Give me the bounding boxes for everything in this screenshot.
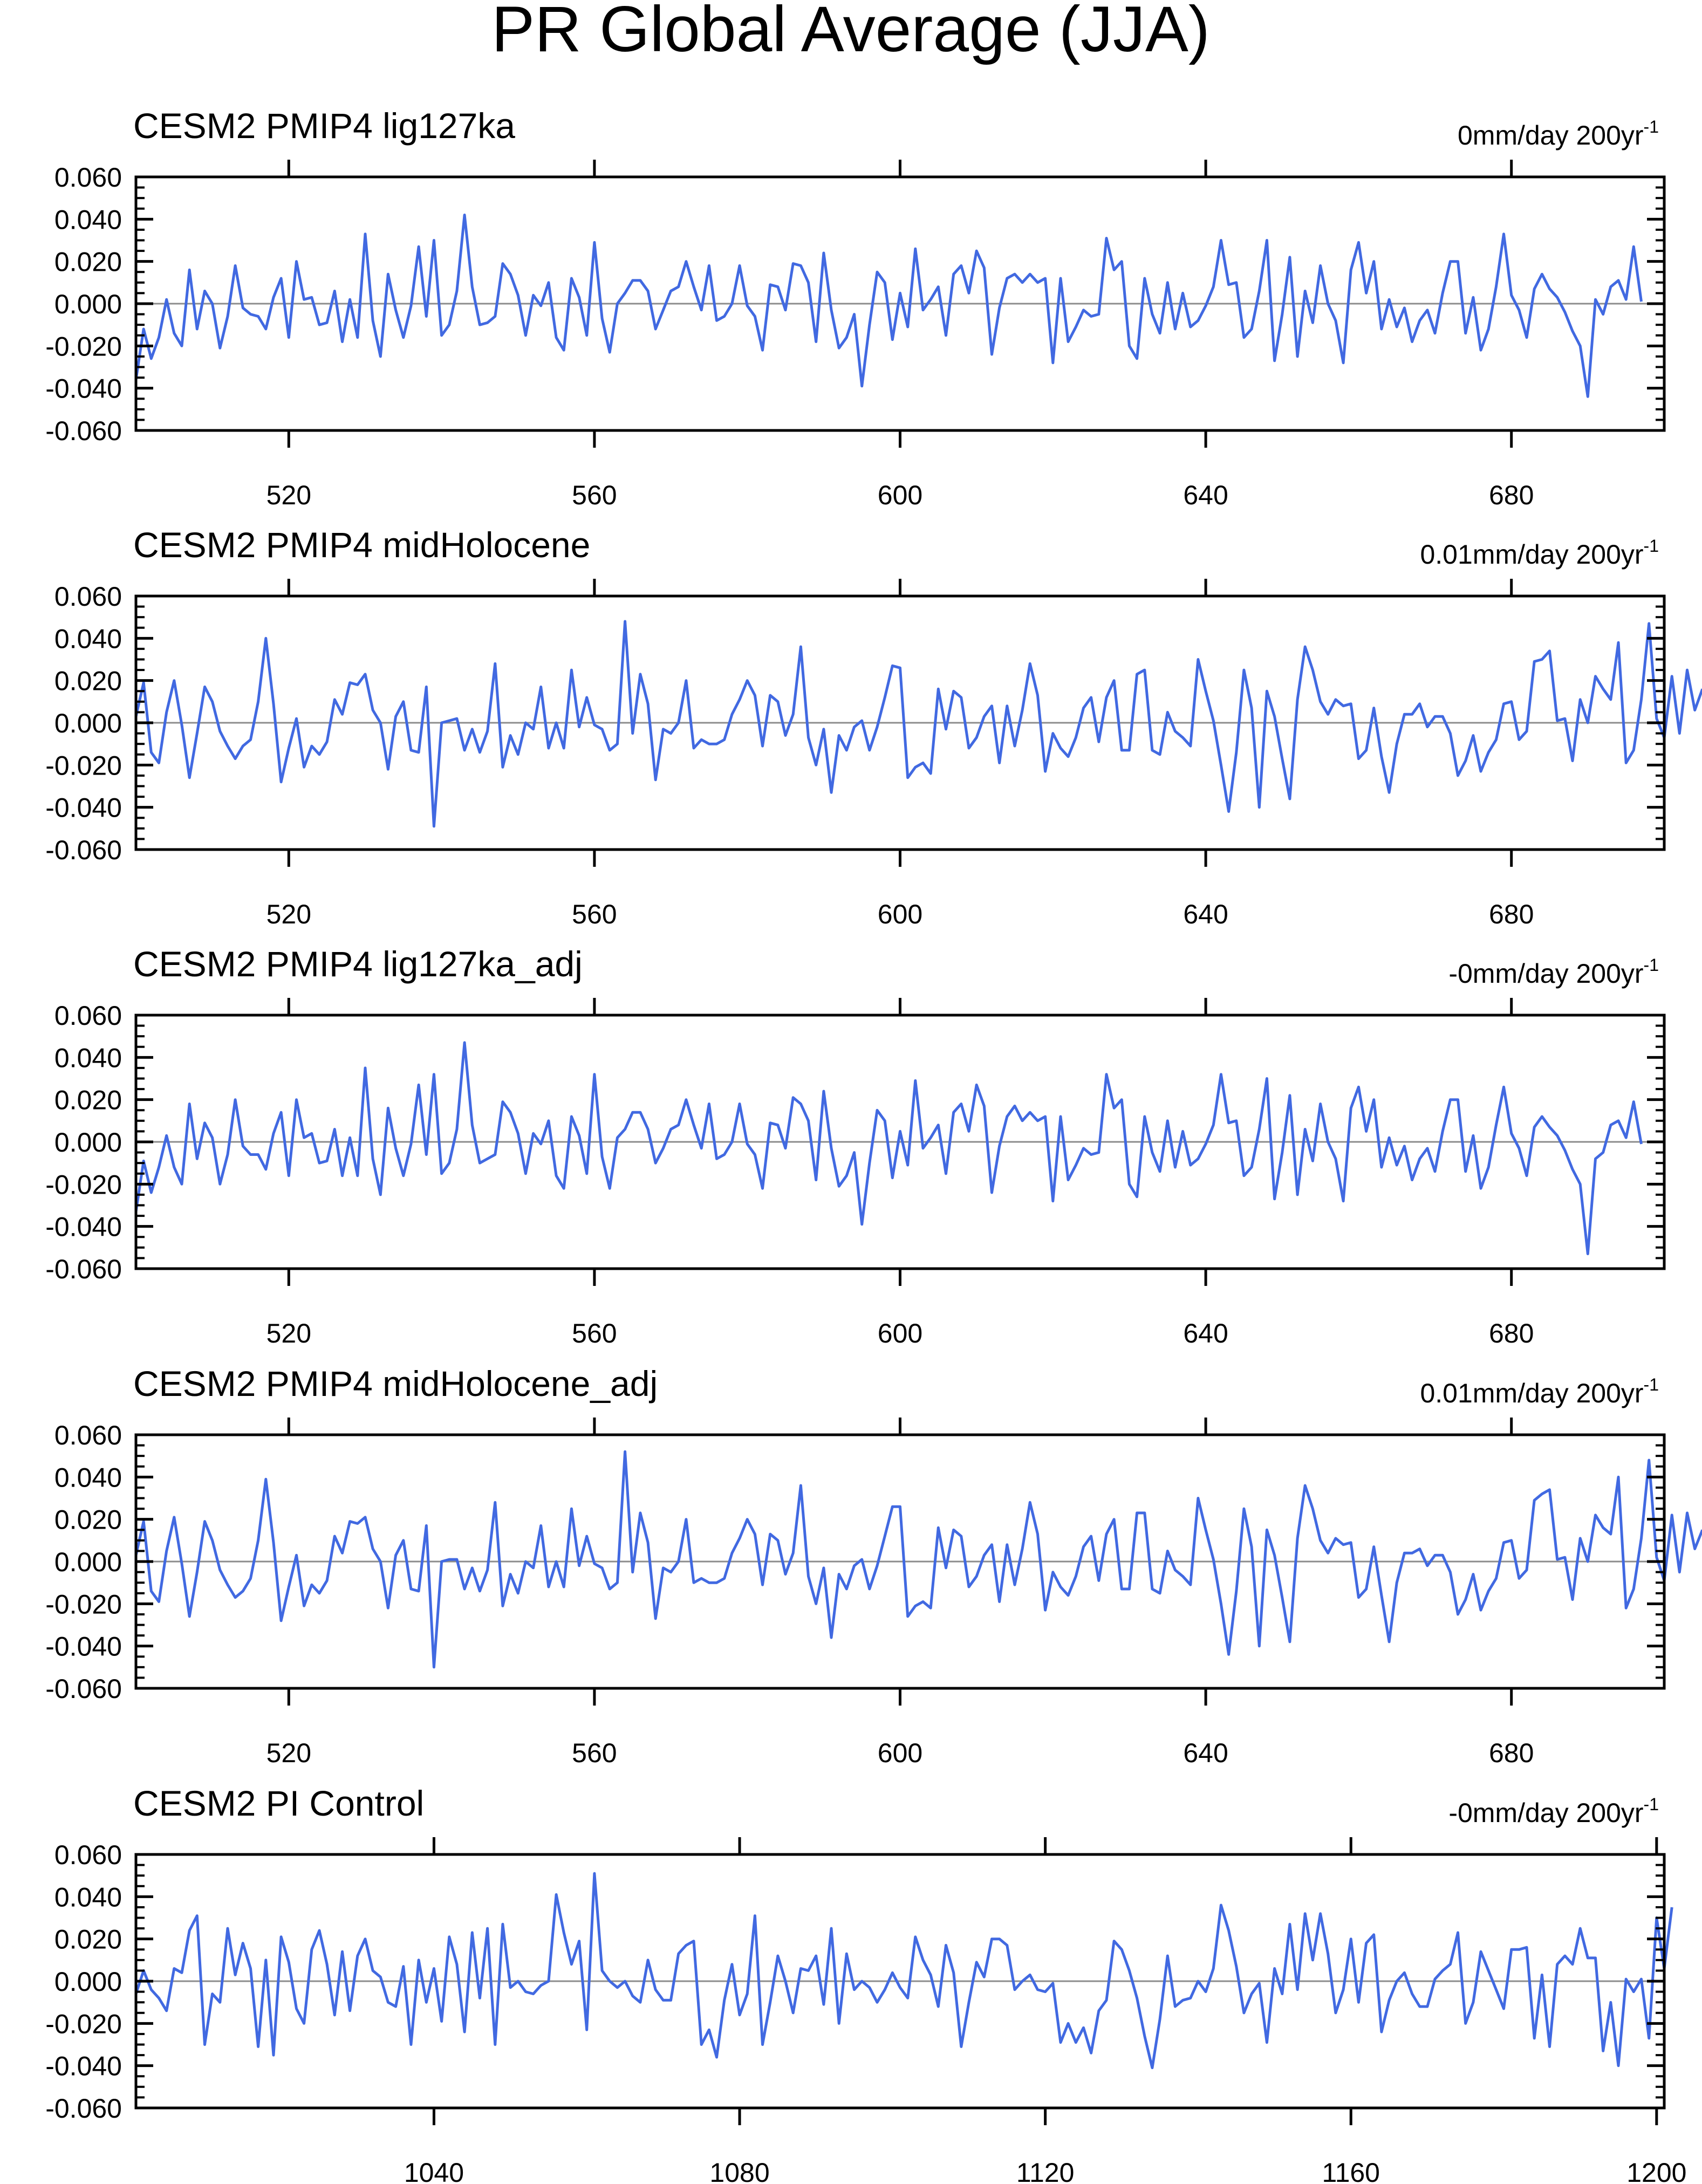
- y-tick-label: 0.040: [54, 1462, 122, 1492]
- panels: CESM2 PMIP4 lig127ka 0mm/day 200yr-10.060…: [45, 106, 1702, 2184]
- panel-title: CESM2 PMIP4 midHolocene: [133, 525, 590, 565]
- x-tick-label: 680: [1489, 1318, 1534, 1348]
- y-tick-label: -0.060: [45, 416, 122, 446]
- x-tick-label: 680: [1489, 899, 1534, 929]
- series-line: [134, 1450, 1702, 1669]
- x-tick-label: 520: [266, 480, 311, 510]
- y-tick-label: 0.060: [54, 1001, 122, 1031]
- y-tick-label: -0.060: [45, 1254, 122, 1284]
- x-tick-label: 600: [878, 480, 922, 510]
- y-tick-label: 0.040: [54, 204, 122, 235]
- y-tick-label: 0.040: [54, 624, 122, 654]
- trend-label-exponent: -1: [1644, 1375, 1659, 1394]
- trend-label-exponent: -1: [1644, 1795, 1659, 1814]
- y-tick-label: -0.040: [45, 2051, 122, 2082]
- y-tick-label: 0.060: [54, 1420, 122, 1450]
- y-tick-label: 0.060: [54, 162, 122, 193]
- y-tick-label: 0.020: [54, 247, 122, 277]
- x-tick-label: 680: [1489, 480, 1534, 510]
- y-tick-label: 0.060: [54, 581, 122, 612]
- trend-label-value: 0.01mm/day 200yr: [1420, 1378, 1643, 1408]
- y-tick-label: -0.020: [45, 750, 122, 781]
- x-tick-label: 560: [572, 480, 617, 510]
- x-tick-label: 600: [878, 1738, 922, 1768]
- y-tick-label: -0.060: [45, 2093, 122, 2124]
- y-tick-label: -0.020: [45, 2009, 122, 2039]
- y-tick-label: -0.040: [45, 1212, 122, 1242]
- trend-label-exponent: -1: [1644, 536, 1659, 556]
- y-tick-label: -0.060: [45, 1674, 122, 1704]
- trend-label-value: -0mm/day 200yr: [1448, 1798, 1643, 1828]
- chart-panel-1: CESM2 PMIP4 lig127ka 0mm/day 200yr-1 0.060…: [45, 106, 1666, 510]
- x-tick-label: 600: [878, 1318, 922, 1348]
- trend-label-exponent: -1: [1644, 117, 1659, 136]
- x-tick-label: 520: [266, 899, 311, 929]
- chart-panel-2: CESM2 PMIP4 midHolocene 0.01mm/day 200yr-…: [45, 525, 1702, 929]
- y-tick-label: 0.000: [54, 289, 122, 319]
- chart-panel-5: CESM2 PI Control -0mm/day 200yr-1 0.060 0.0…: [45, 1783, 1686, 2184]
- trend-label-value: -0mm/day 200yr: [1448, 959, 1643, 989]
- series-line: [134, 1041, 1643, 1256]
- y-tick-label: 0.040: [54, 1882, 122, 1912]
- y-tick-label: 0.000: [54, 1127, 122, 1158]
- x-tick-label: 560: [572, 1738, 617, 1768]
- trend-label: -0mm/day 200yr-1: [1448, 955, 1659, 989]
- panel-title: CESM2 PMIP4 lig127ka_adj: [133, 944, 583, 984]
- y-tick-label: 0.040: [54, 1043, 122, 1073]
- trend-label: 0.01mm/day 200yr-1: [1420, 536, 1659, 570]
- panel-title: CESM2 PMIP4 lig127ka: [133, 106, 515, 146]
- x-tick-label: 1200: [1626, 2158, 1686, 2184]
- panel-title: CESM2 PMIP4 midHolocene_adj: [133, 1364, 658, 1403]
- y-tick-label: 0.020: [54, 1505, 122, 1535]
- y-tick-label: 0.060: [54, 1840, 122, 1870]
- x-tick-label: 520: [266, 1738, 311, 1768]
- x-tick-label: 520: [266, 1318, 311, 1348]
- trend-label-value: 0mm/day 200yr: [1458, 120, 1644, 150]
- x-tick-label: 560: [572, 899, 617, 929]
- chart-panel-4: CESM2 PMIP4 midHolocene_adj 0.01mm/day 20…: [45, 1364, 1702, 1768]
- y-tick-label: 0.000: [54, 1967, 122, 1997]
- x-tick-label: 1080: [709, 2158, 769, 2184]
- x-tick-label: 600: [878, 899, 922, 929]
- x-tick-label: 1040: [404, 2158, 464, 2184]
- series-line: [134, 1872, 1673, 2070]
- y-tick-label: 0.000: [54, 708, 122, 738]
- x-tick-label: 680: [1489, 1738, 1534, 1768]
- y-tick-label: -0.040: [45, 793, 122, 823]
- trend-label: 0mm/day 200yr-1: [1458, 117, 1659, 150]
- series-line: [134, 620, 1702, 828]
- y-tick-label: 0.020: [54, 1925, 122, 1955]
- x-tick-label: 1120: [1016, 2158, 1075, 2184]
- y-tick-label: 0.020: [54, 1085, 122, 1115]
- y-tick-label: 0.000: [54, 1547, 122, 1577]
- trend-label: -0mm/day 200yr-1: [1448, 1795, 1659, 1828]
- y-tick-label: -0.020: [45, 331, 122, 361]
- figure-title: PR Global Average (JJA): [491, 0, 1210, 65]
- x-tick-label: 640: [1183, 480, 1228, 510]
- panel-title: CESM2 PI Control: [133, 1783, 424, 1823]
- x-tick-label: 640: [1183, 1738, 1228, 1768]
- x-tick-label: 640: [1183, 1318, 1228, 1348]
- y-tick-label: -0.040: [45, 1632, 122, 1662]
- y-tick-label: 0.020: [54, 666, 122, 696]
- y-tick-label: -0.020: [45, 1589, 122, 1619]
- x-tick-label: 640: [1183, 899, 1228, 929]
- chart-panel-3: CESM2 PMIP4 lig127ka_adj -0mm/day 200yr-1…: [45, 944, 1666, 1348]
- x-tick-label: 1160: [1322, 2158, 1380, 2184]
- trend-label: 0.01mm/day 200yr-1: [1420, 1375, 1659, 1408]
- trend-label-value: 0.01mm/day 200yr: [1420, 539, 1643, 570]
- series-line: [134, 214, 1643, 398]
- y-tick-label: -0.040: [45, 374, 122, 404]
- x-tick-label: 560: [572, 1318, 617, 1348]
- y-tick-label: -0.060: [45, 835, 122, 865]
- trend-label-exponent: -1: [1644, 955, 1659, 975]
- y-tick-label: -0.020: [45, 1169, 122, 1200]
